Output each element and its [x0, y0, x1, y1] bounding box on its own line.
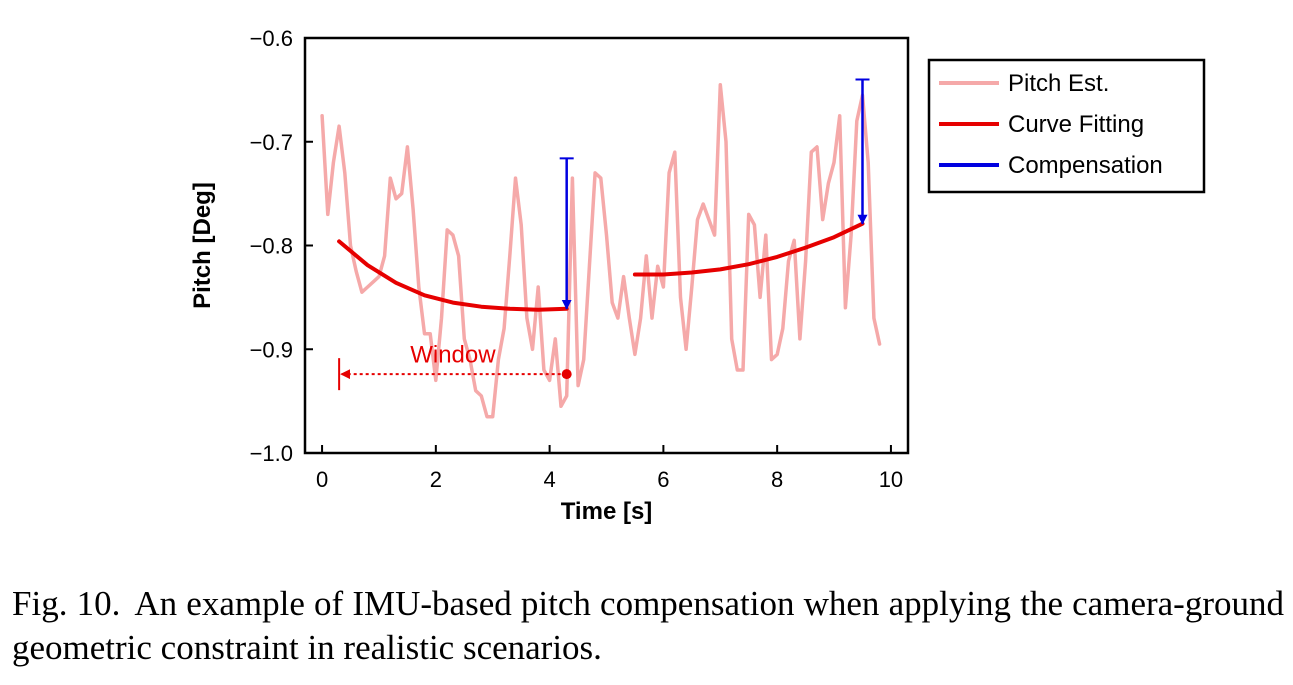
- legend-label-compensation: Compensation: [1008, 152, 1163, 179]
- y-tick-label-1: −0.7: [250, 130, 293, 155]
- y-axis-label: Pitch [Deg]: [189, 182, 216, 309]
- curve-fitting-line-2: [632, 221, 865, 277]
- figure: Window 0 2 4 6 8 10 −0.6 −0.7 −0.8 −0.9 −1.0 Time …: [189, 26, 1206, 525]
- legend-label-curve-fitting: Curve Fitting: [1008, 111, 1144, 138]
- y-tick-label-2: −0.8: [250, 234, 293, 259]
- x-tick-label-0: 0: [316, 467, 328, 492]
- x-tick-label-4: 8: [771, 467, 783, 492]
- axes: 0 2 4 6 8 10 −0.6 −0.7 −0.8 −0.9 −1.0: [250, 26, 904, 492]
- x-axis-label: Time [s]: [561, 498, 653, 525]
- window-label: Window: [410, 341, 496, 368]
- x-tick-label-1: 2: [430, 467, 442, 492]
- figure-caption: Fig. 10. An example of IMU-based pitch co…: [12, 582, 1284, 670]
- legend: Pitch Est. Curve Fitting Compensation: [927, 58, 1206, 194]
- y-tick-label-3: −0.9: [250, 337, 293, 362]
- y-tick-label-4: −1.0: [250, 441, 293, 466]
- x-tick-label-5: 10: [879, 467, 903, 492]
- figure-number: Fig. 10.: [12, 584, 121, 623]
- x-tick-label-2: 4: [543, 467, 555, 492]
- caption-text: An example of IMU-based pitch compensati…: [12, 584, 1284, 667]
- x-tick-label-3: 6: [657, 467, 669, 492]
- curve-fitting-line-1: [337, 239, 569, 312]
- y-tick-label-0: −0.6: [250, 26, 293, 51]
- legend-label-pitch-est: Pitch Est.: [1008, 70, 1109, 97]
- plot-area: Window: [303, 36, 910, 455]
- pitch-chart: Window 0 2 4 6 8 10 −0.6 −0.7 −0.8 −0.9 −1.0 Time …: [189, 26, 1206, 525]
- pitch-est-line: [320, 82, 882, 419]
